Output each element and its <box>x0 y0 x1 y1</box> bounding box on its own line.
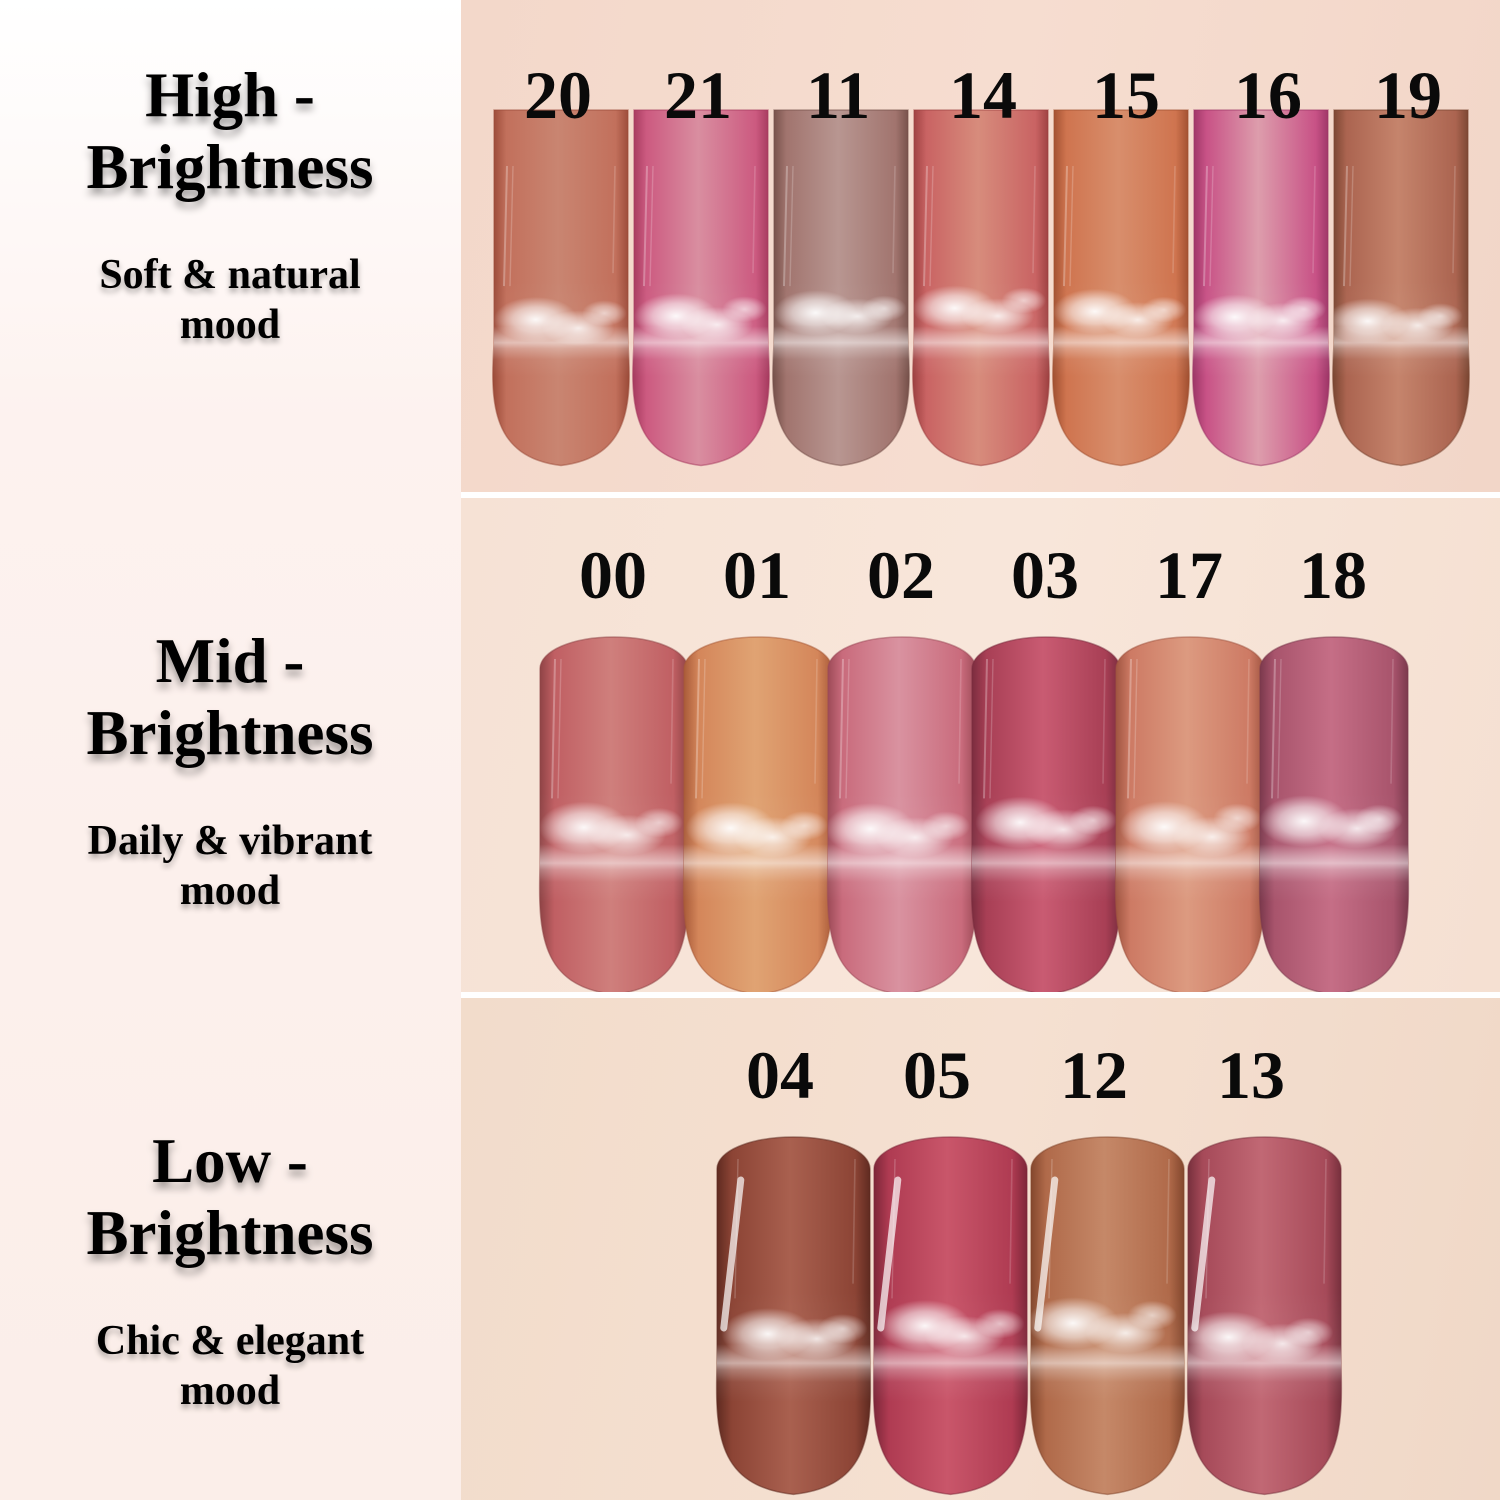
svg-text:18: 18 <box>1299 537 1367 613</box>
svg-text:13: 13 <box>1217 1037 1285 1113</box>
svg-text:15: 15 <box>1092 57 1160 133</box>
svg-text:01: 01 <box>723 537 791 613</box>
svg-text:12: 12 <box>1060 1037 1128 1113</box>
svg-text:14: 14 <box>949 57 1017 133</box>
svg-text:16: 16 <box>1234 57 1302 133</box>
svg-text:17: 17 <box>1155 537 1223 613</box>
svg-text:20: 20 <box>524 57 592 133</box>
svg-text:02: 02 <box>867 537 935 613</box>
svg-text:05: 05 <box>903 1037 971 1113</box>
svg-text:21: 21 <box>664 57 732 133</box>
svg-text:04: 04 <box>746 1037 814 1113</box>
svg-text:11: 11 <box>806 57 870 133</box>
svg-text:00: 00 <box>579 537 647 613</box>
svg-text:03: 03 <box>1011 537 1079 613</box>
svg-text:19: 19 <box>1374 57 1442 133</box>
